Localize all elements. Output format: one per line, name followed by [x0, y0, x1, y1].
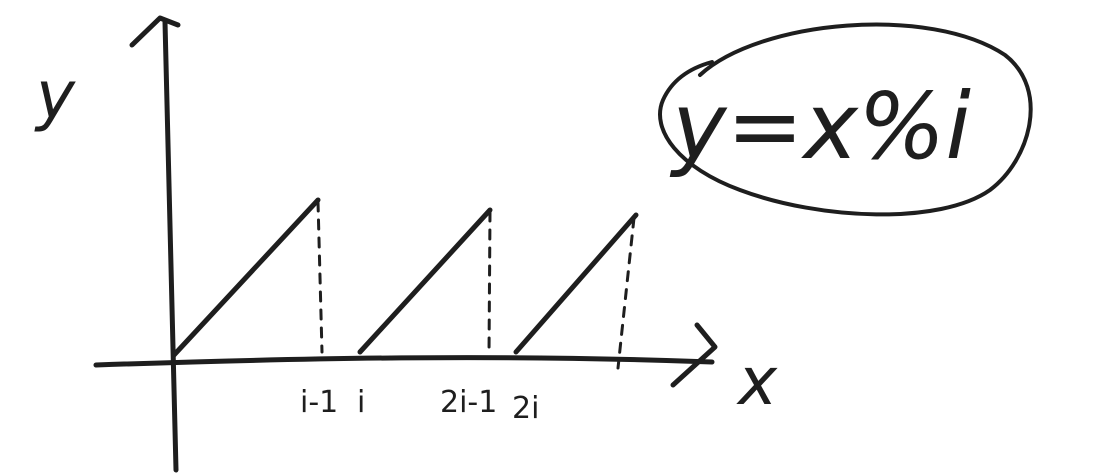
drop-line-1 — [316, 200, 324, 354]
sawtooth-segment-3 — [513, 212, 639, 355]
drop-line-3 — [616, 216, 636, 370]
sawtooth-segment-1 — [171, 197, 321, 358]
formula-circle — [658, 22, 1033, 217]
x-axis-label: x — [736, 343, 778, 420]
tick-label-2i-minus-1: 2i-1 — [440, 385, 497, 420]
tick-label-i-minus-1: i-1 — [300, 385, 338, 420]
tick-label-2i: 2i — [512, 391, 539, 426]
drop-line-2 — [487, 210, 492, 356]
tick-label-i: i — [357, 385, 365, 420]
formula-text: y=x%i — [669, 73, 971, 180]
y-axis — [129, 15, 181, 473]
y-axis-label: y — [34, 57, 76, 134]
x-axis — [93, 322, 718, 388]
sawtooth-segment-2 — [357, 207, 493, 355]
circled-formula: y=x%i — [658, 22, 1033, 217]
